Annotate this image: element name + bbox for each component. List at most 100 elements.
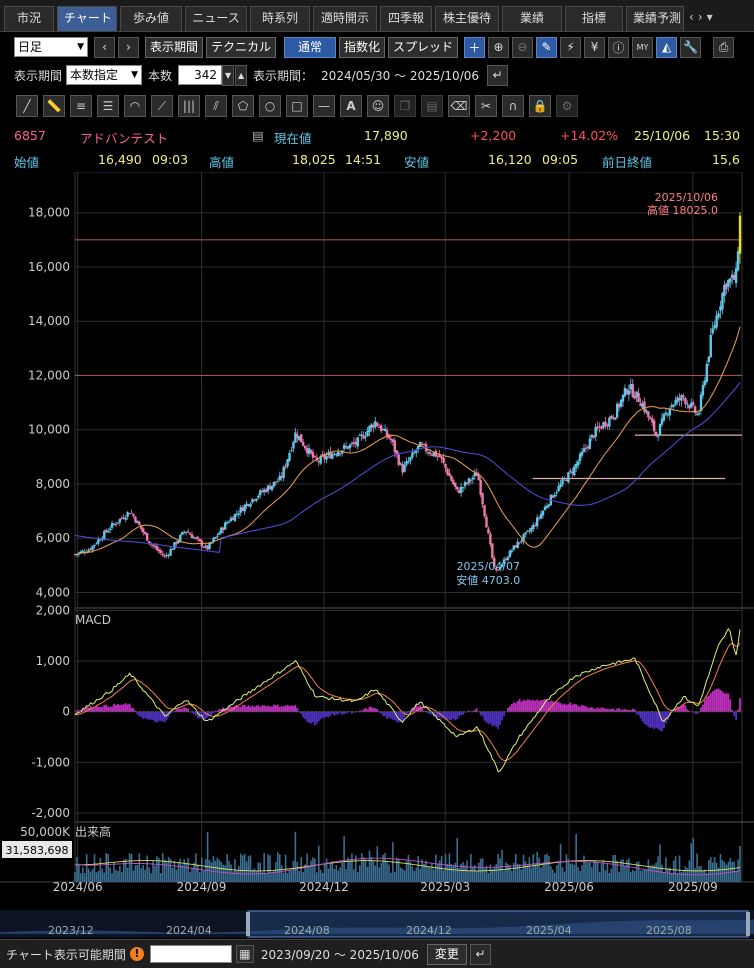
h-lines-tool-icon[interactable]: ≡: [70, 95, 92, 117]
info-icon[interactable]: ⓘ: [608, 36, 630, 58]
open-time: 09:03: [152, 152, 189, 167]
volume-ma-line: [74, 860, 741, 872]
tab-disclosure[interactable]: 適時開示: [313, 6, 377, 31]
pattern-icon[interactable]: ⚡: [560, 36, 582, 58]
erase-tool-icon[interactable]: ⌫: [448, 95, 470, 117]
reset-icon[interactable]: ↵: [469, 943, 491, 965]
candle-body: [479, 479, 482, 495]
period-mode-select[interactable]: 本数指定 ▼: [66, 65, 143, 85]
return-icon[interactable]: ↵: [487, 64, 509, 86]
change-button[interactable]: 変更: [426, 943, 467, 965]
candle-body: [727, 280, 730, 287]
count-down-icon[interactable]: ▼: [222, 64, 235, 86]
circle-tool-icon[interactable]: ○: [259, 95, 281, 117]
macd-histogram-bar: [417, 706, 420, 712]
tab-scroll-right-icon[interactable]: ›: [697, 10, 703, 24]
tab-benefits[interactable]: 株主優待: [435, 6, 499, 31]
next-arrow-icon[interactable]: ›: [118, 36, 139, 58]
pentagon-tool-icon[interactable]: ⬠: [232, 95, 254, 117]
copy-tool-icon[interactable]: ❐: [394, 95, 416, 117]
macd-histogram-bar: [191, 711, 193, 713]
volume-bar: [150, 873, 152, 882]
lock-tool-icon[interactable]: 🔒: [529, 95, 551, 117]
macd-histogram-bar: [571, 704, 574, 712]
prev-arrow-icon[interactable]: ‹: [94, 36, 115, 58]
tab-market[interactable]: 市況: [4, 6, 54, 31]
tab-earnings[interactable]: 業績: [502, 6, 562, 31]
candle-body: [157, 549, 161, 552]
text-tool-icon[interactable]: A: [340, 95, 362, 117]
erase-all-tool-icon[interactable]: ✂: [475, 95, 497, 117]
volume-bar: [485, 865, 488, 882]
volume-bar: [271, 872, 273, 882]
gann-tool-icon[interactable]: ⫽: [205, 95, 227, 117]
arc-tool-icon[interactable]: ◠: [124, 95, 146, 117]
pen-icon[interactable]: ✎: [536, 36, 558, 58]
my-chart-icon[interactable]: MY: [632, 36, 654, 58]
y-tick-label: 12,000: [28, 368, 70, 382]
macd-histogram-bar: [635, 711, 638, 715]
count-up-icon[interactable]: ▲: [235, 64, 248, 86]
zoom-out-icon[interactable]: ⊖: [512, 36, 534, 58]
rect-tool-icon[interactable]: □: [286, 95, 308, 117]
bottom-bar: チャート表示可能期間 ! ▦ 2023/09/20 ～ 2025/10/06 変…: [0, 939, 754, 968]
zoom-in-icon[interactable]: ⊕: [488, 36, 510, 58]
area-chart-icon[interactable]: ◭: [656, 36, 678, 58]
candle-body: [483, 505, 486, 517]
volume-bar: [263, 853, 265, 882]
tab-ticks[interactable]: 歩み値: [120, 6, 182, 31]
settings-wrench-icon[interactable]: 🔧: [680, 36, 702, 58]
print-icon[interactable]: ⎙: [713, 36, 735, 58]
ruler-tool-icon[interactable]: 📏: [43, 95, 65, 117]
candle-body: [165, 555, 168, 557]
volume-bar: [82, 867, 84, 882]
tab-indicators[interactable]: 指標: [565, 6, 623, 31]
tab-forecast[interactable]: 業績予測: [626, 6, 684, 31]
tab-shikiho[interactable]: 四季報: [380, 6, 432, 31]
spread-button[interactable]: スプレッド: [388, 36, 459, 58]
magnet-tool-icon[interactable]: ∩: [502, 95, 524, 117]
stock-chart[interactable]: 18,000 16,000 14,000 12,000 10,000 8,000 6,000…: [0, 172, 754, 910]
available-period-range: 2023/09/20 ～ 2025/10/06: [260, 947, 419, 962]
period-type-select[interactable]: 日足 ▼: [14, 37, 88, 57]
fan-tool-icon[interactable]: ⟋: [151, 95, 173, 117]
hline-tool-icon[interactable]: —: [313, 95, 335, 117]
candle-body: [167, 554, 170, 556]
candle-body: [218, 532, 221, 535]
yen-icon[interactable]: ¥: [584, 36, 606, 58]
plus-icon[interactable]: ＋: [464, 36, 486, 58]
period-input[interactable]: [149, 945, 232, 963]
gear-tool-icon[interactable]: ⚙: [556, 95, 578, 117]
calendar-icon[interactable]: ▦: [235, 945, 254, 963]
volume-bar: [546, 853, 548, 882]
macd-histogram-bar: [583, 705, 585, 712]
line-tool-icon[interactable]: ╱: [16, 95, 38, 117]
count-input[interactable]: 342: [178, 65, 223, 85]
tab-menu-icon[interactable]: ▾: [706, 10, 713, 24]
macd-histogram-bar: [731, 709, 734, 712]
macd-histogram-bar: [573, 703, 576, 712]
tab-chart[interactable]: チャート: [57, 6, 117, 31]
display-period-button[interactable]: 表示期間: [145, 36, 204, 58]
macd-histogram-bar: [235, 705, 238, 712]
volume-bar: [109, 867, 111, 882]
volume-bar: [390, 872, 392, 882]
v-lines-tool-icon[interactable]: |||: [178, 95, 200, 117]
volume-bar: [197, 865, 199, 882]
tab-news[interactable]: ニュース: [185, 6, 247, 31]
paste-tool-icon[interactable]: ▤: [421, 95, 443, 117]
normal-button[interactable]: 通常: [284, 36, 337, 58]
volume-bar: [725, 864, 728, 882]
macd-histogram-bar: [530, 700, 533, 712]
index-button[interactable]: 指数化: [339, 36, 386, 58]
volume-bar: [735, 870, 737, 882]
tab-scroll-left-icon[interactable]: ‹: [689, 10, 694, 24]
volume-bar: [676, 873, 679, 882]
period-navigator[interactable]: 2023/12 2024/04 2024/08 2024/12 2025/04 2025/…: [0, 910, 754, 938]
tab-timeseries[interactable]: 時系列: [250, 6, 310, 31]
icon-tool-icon[interactable]: ☺: [367, 95, 389, 117]
technical-button[interactable]: テクニカル: [206, 36, 277, 58]
candle-body: [362, 435, 365, 439]
candle-body: [379, 425, 383, 432]
fib-lines-tool-icon[interactable]: ☰: [97, 95, 119, 117]
